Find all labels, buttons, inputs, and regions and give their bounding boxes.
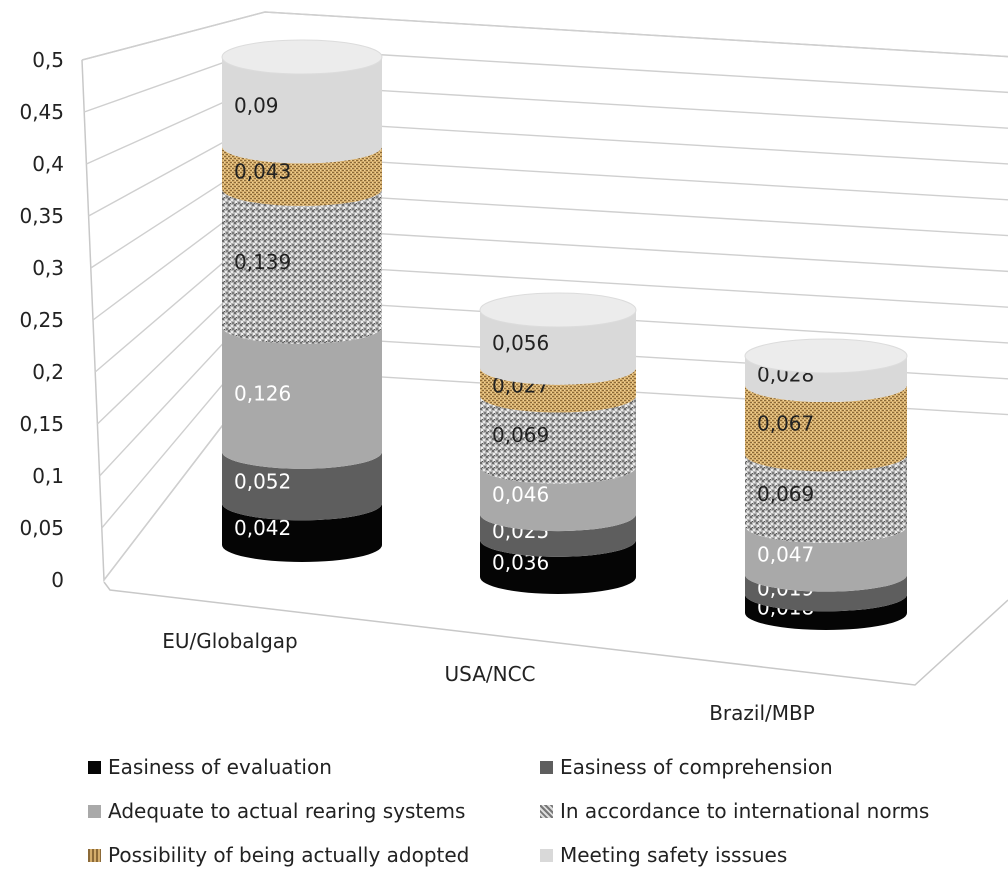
data-label: 0,043 xyxy=(234,160,291,184)
segment-easiness-of-comprehension xyxy=(480,514,636,557)
x-tick-label: USA/NCC xyxy=(444,662,535,686)
segment-in-accordance-to-international-norms xyxy=(480,395,636,484)
data-label: 0,139 xyxy=(234,250,291,274)
data-label: 0,046 xyxy=(492,482,549,506)
y-tick-label: 0,4 xyxy=(32,152,64,176)
segment-easiness-of-evaluation xyxy=(222,503,382,562)
data-label: 0,052 xyxy=(234,470,291,494)
y-tick-label: 0 xyxy=(51,568,64,592)
cylinder-cap xyxy=(744,338,908,374)
wall-top-edge xyxy=(81,11,1008,61)
cylinder-cap xyxy=(221,39,383,75)
segment-adequate-to-actual-rearing-systems xyxy=(745,525,907,592)
data-label: 0,047 xyxy=(757,542,814,566)
data-label: 0,042 xyxy=(234,516,291,540)
segment-possibility-of-being-actually-adopted xyxy=(745,385,907,472)
legend-swatch xyxy=(88,849,101,862)
legend-swatch xyxy=(88,805,101,818)
legend-label: In accordance to international norms xyxy=(560,799,930,823)
data-label: 0,069 xyxy=(492,423,549,447)
legend-label: Meeting safety isssues xyxy=(560,843,788,867)
segment-in-accordance-to-international-norms xyxy=(222,188,382,344)
legend: Easiness of evaluation Easiness of compre… xyxy=(88,752,988,880)
x-tick-label: Brazil/MBP xyxy=(709,701,815,725)
segment-possibility-of-being-actually-adopted xyxy=(480,367,636,413)
legend-label: Possibility of being actually adopted xyxy=(108,843,470,867)
x-axis-labels: EU/Globalgap USA/NCC Brazil/MBP xyxy=(162,629,815,725)
legend-label: Adequate to actual rearing systems xyxy=(108,799,466,823)
segment-meeting-safety-isssues xyxy=(222,57,382,164)
x-tick-label: EU/Globalgap xyxy=(162,629,297,653)
data-label: 0,069 xyxy=(757,482,814,506)
y-tick-label: 0,2 xyxy=(32,360,64,384)
segment-easiness-of-evaluation xyxy=(745,594,907,630)
segment-in-accordance-to-international-norms xyxy=(745,454,907,543)
y-tick-label: 0,15 xyxy=(19,412,64,436)
y-tick-label: 0,3 xyxy=(32,256,64,280)
segment-easiness-of-evaluation xyxy=(480,539,636,594)
bars: 0,0420,0520,1260,1390,0430,090,0360,0250… xyxy=(221,39,908,630)
segment-possibility-of-being-actually-adopted xyxy=(222,146,382,206)
y-tick-label: 0,5 xyxy=(32,48,64,72)
segment-meeting-safety-isssues xyxy=(745,356,907,403)
legend-swatch xyxy=(540,849,553,862)
segment-easiness-of-comprehension xyxy=(745,574,907,612)
legend-swatch xyxy=(88,761,101,774)
data-label: 0,067 xyxy=(757,412,814,436)
segment-adequate-to-actual-rearing-systems xyxy=(222,326,382,469)
y-tick-label: 0,1 xyxy=(32,464,64,488)
legend-label: Easiness of comprehension xyxy=(560,755,833,779)
data-label: 0,09 xyxy=(234,94,279,118)
y-tick-label: 0,35 xyxy=(19,204,64,228)
cylinder-eu-globalgap: 0,042 0,052 0,126 0,139 0,043 0,09 xyxy=(221,39,383,562)
floor-edge xyxy=(103,581,1008,686)
cylinder-cap xyxy=(479,292,637,328)
y-tick-label: 0,45 xyxy=(19,100,64,124)
segment-adequate-to-actual-rearing-systems xyxy=(480,466,636,532)
gridline xyxy=(81,11,1008,61)
legend-label: Easiness of evaluation xyxy=(108,755,332,779)
data-label: 0,056 xyxy=(492,331,549,355)
segment-easiness-of-comprehension xyxy=(222,451,382,521)
legend-swatch xyxy=(540,761,553,774)
y-axis-ticks: 0 0,05 0,1 0,15 0,2 0,25 0,3 0,35 0,4 0,45 0,5 xyxy=(19,48,64,592)
y-tick-label: 0,25 xyxy=(19,308,64,332)
segment-meeting-safety-isssues xyxy=(480,310,636,385)
data-label: 0,126 xyxy=(234,381,291,405)
legend-swatch xyxy=(540,805,553,818)
y-tick-label: 0,05 xyxy=(19,516,64,540)
